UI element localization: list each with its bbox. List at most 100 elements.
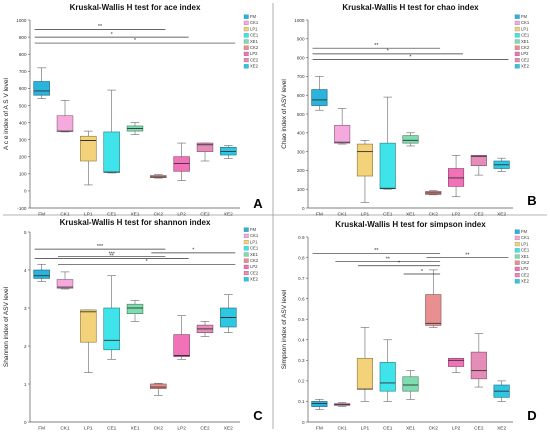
x-tick-label-lp2: LP2 bbox=[177, 212, 186, 218]
x-tick-label-ck2: CK2 bbox=[154, 426, 164, 432]
x-tick-label-ce1: CE1 bbox=[383, 426, 393, 432]
legend-label-ck2: CK2 bbox=[521, 45, 530, 50]
y-tick-label: 800 bbox=[297, 55, 305, 60]
x-tick-label-xe2: XE2 bbox=[224, 212, 233, 218]
y-tick-label: 300 bbox=[19, 137, 27, 142]
chart-panel-C: Kruskal-Wallis H test for shannon index S… bbox=[3, 218, 263, 432]
y-tick-label: 0.8 bbox=[298, 255, 305, 260]
legend-label-xe2: XE2 bbox=[521, 279, 530, 284]
legend-label-xe1: XE1 bbox=[250, 39, 259, 44]
y-tick-label: 400 bbox=[19, 120, 27, 125]
box-ce2 bbox=[470, 333, 487, 388]
legend-label-lp2: LP2 bbox=[521, 51, 529, 56]
legend-label-xe1: XE1 bbox=[521, 39, 530, 44]
significance-label: * bbox=[134, 38, 137, 44]
box-ce1 bbox=[379, 96, 396, 190]
box-iqr bbox=[448, 357, 465, 367]
y-tick-label: 5 bbox=[24, 230, 27, 235]
legend-swatch-xe1 bbox=[514, 254, 520, 259]
significance-label: * bbox=[387, 49, 390, 55]
significance-label: *** bbox=[97, 244, 104, 250]
legend-swatch-lp1 bbox=[514, 242, 520, 247]
x-tick-label-ck2: CK2 bbox=[429, 426, 439, 432]
x-tick-label-xe2: XE2 bbox=[224, 426, 233, 432]
box-ce2 bbox=[196, 142, 214, 162]
box-xe1 bbox=[126, 300, 144, 322]
y-tick-label: 400 bbox=[297, 131, 305, 136]
box-iqr bbox=[80, 135, 97, 162]
x-tick-label-xe1: XE1 bbox=[130, 212, 139, 218]
box-iqr bbox=[425, 294, 442, 326]
legend-label-ce1: CE1 bbox=[521, 33, 530, 38]
legend-swatch-ck2 bbox=[514, 45, 520, 50]
legend-label-lp1: LP1 bbox=[250, 239, 258, 244]
box-ck1 bbox=[56, 100, 74, 133]
significance-label: * bbox=[421, 269, 424, 275]
legend-label-ck2: CK2 bbox=[250, 45, 259, 50]
box-xe2 bbox=[493, 157, 510, 172]
y-tick-label: 500 bbox=[297, 112, 305, 117]
legend-label-lp2: LP2 bbox=[250, 264, 258, 269]
chart-title: Kruskal-Wallis H test for simpson index bbox=[335, 220, 486, 229]
significance-label: * bbox=[192, 248, 195, 254]
x-tick-label-xe2: XE2 bbox=[497, 212, 506, 218]
chart-title: Kruskal-Wallis H test for shannon index bbox=[60, 218, 211, 227]
legend-swatch-lp1 bbox=[514, 27, 520, 32]
box-iqr bbox=[356, 143, 373, 177]
legend-swatch-xe2 bbox=[514, 64, 520, 69]
legend-swatch-xe2 bbox=[243, 277, 249, 282]
y-tick-label: 100 bbox=[297, 187, 305, 192]
y-axis-label: A c e index of A S V level bbox=[3, 77, 10, 149]
y-tick-label: 600 bbox=[297, 93, 305, 98]
y-tick-label: 2 bbox=[24, 344, 27, 349]
legend-swatch-lp2 bbox=[514, 51, 520, 56]
y-tick-label: 0 bbox=[302, 206, 305, 211]
legend-swatch-xe1 bbox=[243, 39, 249, 44]
box-iqr bbox=[56, 115, 74, 132]
x-tick-label-fm: FM bbox=[38, 212, 45, 218]
legend-swatch-fm bbox=[514, 14, 520, 19]
legend-swatch-ce1 bbox=[243, 246, 249, 251]
legend-label-fm: FM bbox=[250, 14, 257, 19]
box-lp2 bbox=[448, 357, 465, 373]
legend-swatch-xe2 bbox=[514, 279, 520, 284]
y-tick-label: 900 bbox=[19, 35, 27, 40]
x-tick-label-ce1: CE1 bbox=[107, 212, 117, 218]
panel-letter: D bbox=[527, 408, 536, 423]
significance-label: ** bbox=[110, 253, 115, 259]
x-tick-label-lp1: LP1 bbox=[361, 212, 370, 218]
box-iqr bbox=[126, 303, 144, 314]
legend-swatch-ck1 bbox=[514, 235, 520, 240]
y-tick-label: 700 bbox=[19, 69, 27, 74]
legend-swatch-ce2 bbox=[243, 58, 249, 63]
box-lp2 bbox=[173, 315, 190, 360]
legend-label-ce1: CE1 bbox=[521, 248, 530, 253]
y-tick-label: 0.6 bbox=[298, 296, 305, 301]
box-iqr bbox=[402, 376, 419, 392]
significance-label: * bbox=[111, 32, 114, 38]
y-tick-label: 4 bbox=[24, 268, 27, 273]
legend-swatch-ce1 bbox=[243, 33, 249, 38]
box-ck2 bbox=[150, 174, 167, 179]
box-fm bbox=[33, 67, 50, 99]
legend-swatch-lp2 bbox=[243, 51, 249, 56]
legend-label-ck2: CK2 bbox=[250, 258, 259, 263]
legend-swatch-fm bbox=[243, 14, 249, 19]
legend-swatch-ce2 bbox=[514, 58, 520, 63]
box-iqr bbox=[379, 142, 396, 190]
x-tick-label-ce2: CE2 bbox=[200, 212, 210, 218]
x-tick-label-ce1: CE1 bbox=[107, 426, 117, 432]
box-iqr bbox=[173, 334, 190, 357]
box-ck1 bbox=[334, 402, 351, 407]
legend-label-fm: FM bbox=[250, 227, 257, 232]
legend-label-ck1: CK1 bbox=[250, 20, 259, 25]
box-lp1 bbox=[356, 140, 373, 203]
box-fm bbox=[311, 76, 328, 111]
legend-swatch-ck2 bbox=[514, 260, 520, 265]
legend-swatch-ck1 bbox=[514, 20, 520, 25]
x-tick-label-lp1: LP1 bbox=[361, 426, 370, 432]
x-tick-label-ck1: CK1 bbox=[337, 212, 347, 218]
legend-swatch-ck2 bbox=[243, 258, 249, 263]
box-ce1 bbox=[103, 275, 120, 360]
